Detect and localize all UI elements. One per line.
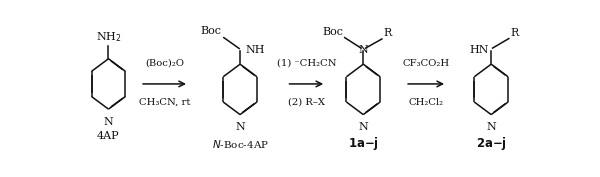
Text: 4AP: 4AP xyxy=(97,131,120,141)
Text: (Boc)₂O: (Boc)₂O xyxy=(145,59,184,68)
Text: $\mathbf{1a{-}j}$: $\mathbf{1a{-}j}$ xyxy=(348,135,379,152)
Text: HN: HN xyxy=(469,45,489,55)
Text: $\mathbf{2a{-}j}$: $\mathbf{2a{-}j}$ xyxy=(476,135,506,152)
Text: CF₃CO₂H: CF₃CO₂H xyxy=(403,59,449,68)
Text: Boc: Boc xyxy=(200,26,221,36)
Text: Boc: Boc xyxy=(322,27,343,36)
Text: NH: NH xyxy=(245,45,265,55)
Text: $N$-Boc-4AP: $N$-Boc-4AP xyxy=(212,138,269,150)
Text: NH$_2$: NH$_2$ xyxy=(95,30,121,44)
Text: R: R xyxy=(510,28,518,38)
Text: (1) ⁻CH₂CN: (1) ⁻CH₂CN xyxy=(277,59,336,68)
Text: CH₃CN, rt: CH₃CN, rt xyxy=(139,98,190,107)
Text: N: N xyxy=(358,45,368,55)
Text: N: N xyxy=(487,122,496,132)
Text: CH₂Cl₂: CH₂Cl₂ xyxy=(409,98,443,107)
Text: (2) R–X: (2) R–X xyxy=(288,98,325,107)
Text: N: N xyxy=(104,117,113,127)
Text: R: R xyxy=(383,28,392,38)
Text: N: N xyxy=(235,122,245,132)
Text: N: N xyxy=(358,122,368,132)
